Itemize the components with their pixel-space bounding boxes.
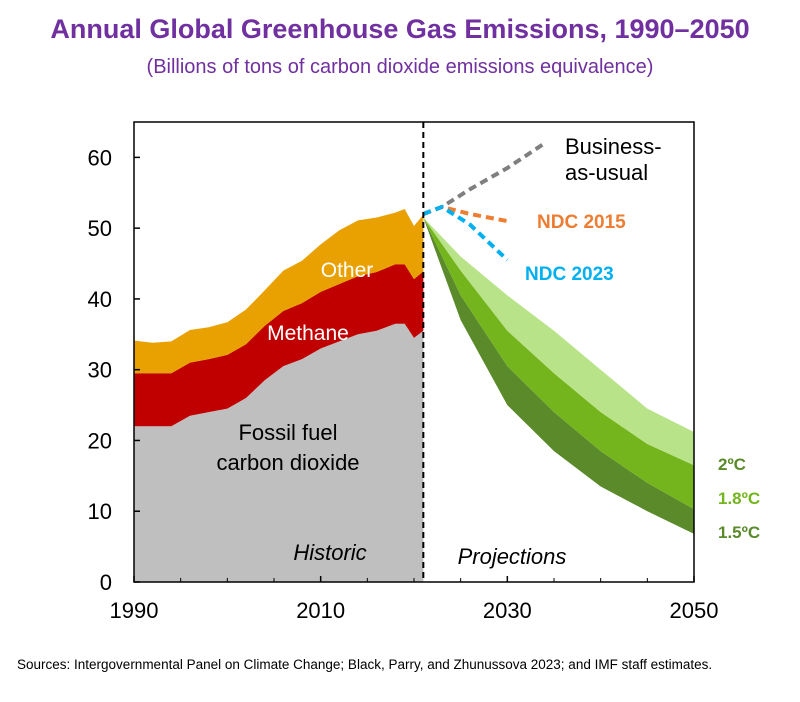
source-note: Sources: Intergovernmental Panel on Clim… (17, 657, 713, 672)
x-tick-label: 2050 (670, 598, 719, 623)
label-2-c: 2ºC (718, 455, 746, 474)
chart-title: Annual Global Greenhouse Gas Emissions, … (50, 14, 750, 44)
line-business-as-usual (422, 141, 546, 216)
label-1-8-c: 1.8ºC (718, 489, 760, 508)
band-1-5-c (423, 217, 694, 534)
line-ndc-2015 (422, 204, 508, 224)
label-business-as-usual-line2: as-usual (565, 160, 648, 185)
label-fossil-fuel-line1: Fossil fuel (238, 420, 337, 445)
label-1-5-c: 1.5ºC (718, 523, 760, 542)
label-ndc-2023: NDC 2023 (525, 264, 614, 285)
line-ndc-2023 (422, 204, 509, 262)
y-tick-label: 40 (88, 287, 112, 312)
band-1-8-c (423, 217, 694, 510)
x-tick-label: 2030 (483, 598, 532, 623)
x-tick-label: 2010 (296, 598, 345, 623)
y-tick-label: 10 (88, 499, 112, 524)
y-tick-label: 50 (88, 216, 112, 241)
y-tick-label: 20 (88, 428, 112, 453)
y-tick-label: 60 (88, 145, 112, 170)
label-ndc-2015: NDC 2015 (537, 212, 626, 233)
label-other: Other (321, 259, 374, 282)
y-tick-label: 30 (88, 358, 112, 383)
area-fossil-fuel-carbon-dioxide (134, 323, 424, 582)
y-tick-label: 0 (100, 570, 112, 595)
label-historic: Historic (293, 540, 366, 565)
label-business-as-usual-line1: Business- (565, 134, 662, 159)
band-2-c (423, 217, 694, 466)
area-other (134, 209, 424, 374)
x-tick-label: 1990 (110, 598, 159, 623)
label-methane: Methane (267, 322, 349, 345)
chart-subtitle: (Billions of tons of carbon dioxide emis… (146, 56, 654, 78)
label-fossil-fuel-line2: carbon dioxide (216, 450, 359, 475)
area-methane (134, 264, 424, 427)
label-projections: Projections (458, 544, 567, 569)
